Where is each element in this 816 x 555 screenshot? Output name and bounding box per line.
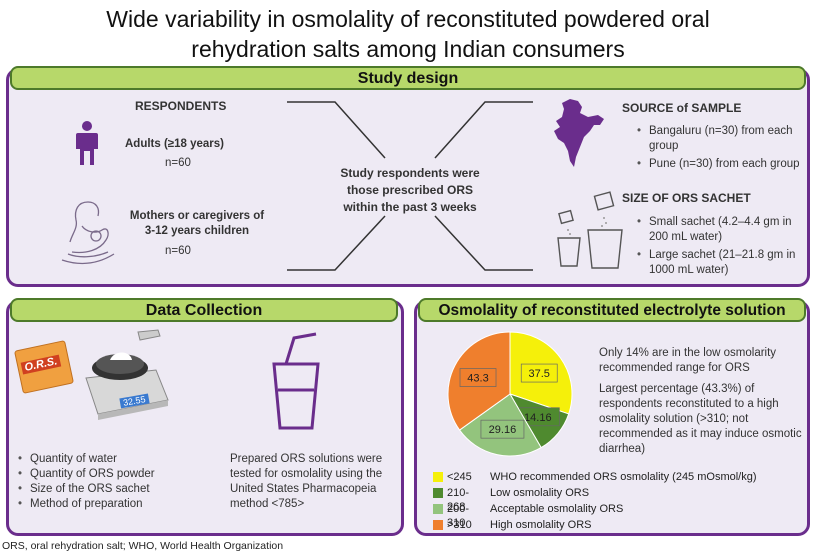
adults-label: Adults (≥18 years): [125, 138, 224, 150]
adults-n: n=60: [165, 157, 191, 169]
pie-slice-label: 14.16: [524, 412, 552, 424]
legend-range: <245: [447, 471, 472, 483]
legend-description: High osmolality ORS: [490, 519, 592, 531]
mother-child-icon: [61, 201, 115, 265]
source-item-1: Bangaluru (n=30) from each group: [635, 124, 807, 154]
mothers-label-line-1: Mothers or caregivers of: [129, 210, 265, 222]
mothers-label-line-2: 3-12 years children: [144, 225, 250, 237]
sachet-item-1: Small sachet (4.2–4.4 gm in 200 mL water…: [635, 215, 807, 245]
respondents-title: RESPONDENTS: [135, 99, 227, 113]
sachet-item-2: Large sachet (21–21.8 gm in 1000 mL wate…: [635, 248, 807, 278]
sachet-list: Small sachet (4.2–4.4 gm in 200 mL water…: [635, 215, 807, 281]
osmolality-header: Osmolality of reconstituted electrolyte …: [418, 298, 806, 322]
glass-straw-icon: [272, 332, 320, 430]
study-design-header: Study design: [10, 66, 806, 90]
ors-sachet-logo: O.R.S.: [20, 354, 62, 375]
legend-range: >310: [447, 519, 472, 531]
legend-swatch: [433, 520, 443, 530]
method-text: Prepared ORS solutions were tested for o…: [230, 453, 383, 510]
pie-label-box: [480, 419, 525, 439]
center-text-line-3: within the past 3 weeks: [343, 200, 477, 214]
connector-lines: [287, 101, 533, 271]
osmolality-text-2: Largest percentage (43.3%) of respondent…: [599, 383, 802, 455]
data-item-2: Quantity of ORS powder: [16, 467, 206, 482]
title-line-2: rehydration salts among Indian consumers: [191, 36, 625, 62]
title-line-1: Wide variability in osmolality of recons…: [106, 6, 710, 32]
data-item-3: Size of the ORS sachet: [16, 482, 206, 497]
pie-slice-label: 43.3: [467, 373, 488, 385]
pie-slice-label: 37.5: [529, 368, 550, 380]
osmolality-pie-chart: 37.5 14.16 29.16 43.3: [447, 331, 573, 457]
source-list: Bangaluru (n=30) from each group Pune (n…: [635, 124, 807, 175]
legend-swatch: [433, 504, 443, 514]
sachet-glasses-icon: [557, 191, 623, 269]
footnote: ORS, oral rehydration salt; WHO, World H…: [2, 540, 284, 552]
center-text-line-1: Study respondents were: [340, 166, 480, 180]
india-map-icon: [554, 99, 604, 167]
legend-range: 200-310: [447, 503, 470, 529]
legend-description: Low osmolality ORS: [490, 487, 590, 499]
pie-slice-label: 29.16: [489, 424, 517, 436]
data-collection-list: Quantity of water Quantity of ORS powder…: [16, 452, 206, 512]
adult-person-icon: [76, 121, 98, 165]
legend-description: WHO recommended ORS osmolality (245 mOsm…: [490, 471, 757, 483]
legend-range: 210-268: [447, 487, 470, 513]
source-title: SOURCE of SAMPLE: [622, 101, 742, 115]
mothers-n: n=60: [165, 245, 191, 257]
pie-label-box: [459, 368, 497, 387]
data-collection-header: Data Collection: [10, 298, 398, 322]
legend-swatch: [433, 488, 443, 498]
center-text-line-2: those prescribed ORS: [346, 183, 474, 197]
pie-label-box: [520, 363, 558, 383]
osmolality-text-1: Only 14% are in the low osmolarity recom…: [599, 347, 777, 374]
legend-description: Acceptable osmolality ORS: [490, 503, 624, 515]
legend-swatch: [433, 472, 443, 482]
source-item-2: Pune (n=30) from each group: [635, 157, 807, 172]
study-center-text: Study respondents were those prescribed …: [325, 165, 495, 216]
data-item-4: Method of preparation: [16, 497, 206, 512]
weighing-scale-icon: [85, 329, 169, 420]
sachet-title: SIZE OF ORS SACHET: [622, 191, 751, 205]
data-item-1: Quantity of water: [16, 452, 206, 467]
mothers-label: Mothers or caregivers of 3-12 years chil…: [122, 209, 272, 239]
page-title: Wide variability in osmolality of recons…: [0, 4, 816, 64]
